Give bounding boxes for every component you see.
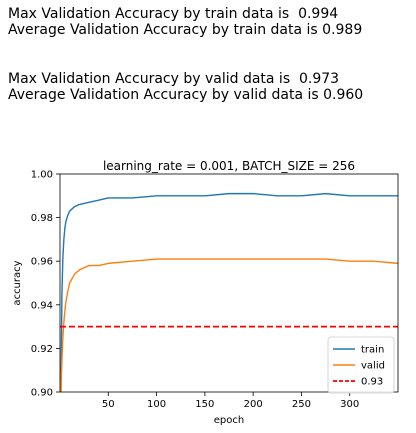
y-tick-label: 0.98 <box>31 213 53 224</box>
y-tick-label: 0.92 <box>31 344 53 355</box>
y-tick-label: 0.96 <box>31 257 53 268</box>
y-axis-label: accuracy <box>12 260 23 305</box>
x-tick-label: 100 <box>147 399 166 410</box>
y-tick-label: 0.94 <box>31 300 53 311</box>
x-tick-label: 300 <box>340 399 359 410</box>
legend-label: 0.93 <box>361 377 383 388</box>
y-tick-label: 0.90 <box>31 388 53 399</box>
legend-label: train <box>361 345 384 356</box>
x-tick-label: 250 <box>292 399 311 410</box>
x-tick-label: 150 <box>195 399 214 410</box>
legend: train valid 0.93 <box>328 337 394 393</box>
x-axis-label: epoch <box>214 415 244 426</box>
legend-label: valid <box>361 361 385 372</box>
x-tick-label: 50 <box>102 399 115 410</box>
x-tick-label: 200 <box>244 399 263 410</box>
chart-title: learning_rate = 0.001, BATCH_SIZE = 256 <box>103 159 355 173</box>
y-tick-label: 1.00 <box>31 170 53 181</box>
